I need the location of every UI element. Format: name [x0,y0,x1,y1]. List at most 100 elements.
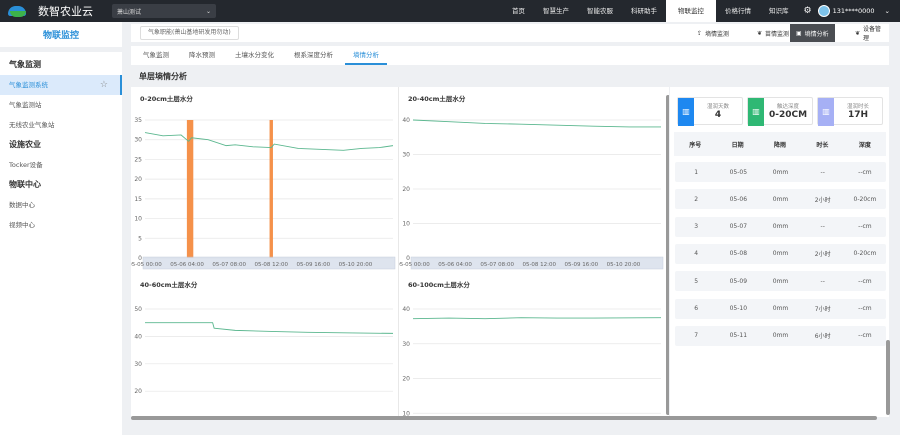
y-tick-label: 40 [134,333,142,340]
chart-title: 60-100cm土层水分 [408,281,470,289]
header-button-1[interactable]: ❦ 苗情监测 [751,24,795,42]
header-button-3[interactable]: ❦ 设备管理 [849,24,889,42]
y-tick-label: 40 [402,306,410,313]
table-cell: 0mm [772,168,789,176]
sidebar-group-heading: 设施农业 [9,140,41,149]
sidebar-group-heading: 物联中心 [9,180,41,189]
table-cell: --cm [858,168,872,176]
tab-1[interactable]: 降水预测 [189,51,215,59]
table-row[interactable]: 5 05-09 0mm -- --cm [675,271,886,292]
table-row[interactable]: 4 05-08 0mm 2小时 0-20cm [675,243,886,264]
star-icon[interactable]: ☆ [99,80,108,90]
sidebar-title: 物联监控 [42,31,79,41]
table-cell: 7 [694,332,699,340]
x-tick-label: 05-05 00:00 [399,262,430,268]
tab-4[interactable]: 墒情分析 [345,46,387,65]
tab-2[interactable]: 土壤水分变化 [235,51,274,59]
nav-item-3[interactable]: 科研助手 [631,7,658,15]
nav-item-1[interactable]: 智慧生产 [543,7,570,15]
x-tick-label: 05-10 20:00 [607,262,641,268]
site-select[interactable]: 萧山测试 ⌄ [112,4,216,18]
table-row[interactable]: 1 05-05 0mm -- --cm [675,162,886,182]
sidebar-item[interactable]: 气象监测系统 ☆ [0,75,122,95]
tab-0[interactable]: 气象监测 [143,51,169,59]
section-title: 单层墒情分析 [139,72,187,81]
y-tick-label: 25 [134,156,142,163]
y-tick-label: 20 [402,186,410,193]
table-cell: 6 [694,305,699,312]
y-tick-label: 0 [138,255,142,262]
sidebar-item[interactable]: 视频中心 [0,215,122,235]
chevron-down-icon: ⌄ [205,7,211,15]
table-cell: --cm [858,332,872,340]
table-cell: --cm [858,305,872,312]
summary-value: 4 [714,110,722,120]
leaf-icon: ❦ [855,29,861,37]
logo-icon [8,4,30,18]
gear-icon[interactable]: ⚙ [803,6,812,16]
rain-bar [269,120,273,258]
header-button-2[interactable]: ▣ 墒情分析 [790,24,835,42]
horizontal-scrollbar[interactable] [131,416,877,420]
y-tick-label: 15 [134,196,142,203]
sidebar-item-label: Tocker设备 [9,161,43,169]
table-row[interactable]: 6 05-10 0mm 7小时 --cm [675,298,886,319]
tab-3[interactable]: 根系深度分析 [294,51,333,59]
sidebar-item-label: 数据中心 [9,201,35,209]
sidebar-item[interactable]: 数据中心 [0,195,122,215]
column-header: 降雨 [774,141,787,149]
y-tick-label: 35 [134,117,142,124]
chart-1: 20-40cm土层水分 0 10 20 30 40 05-05 00:00 05-06 04:… [399,87,666,273]
table-cell: 7小时 [814,306,831,313]
header-button-0[interactable]: ⇪ 墒情监测 [691,24,735,42]
chevron-down-icon[interactable]: ⌄ [884,7,890,15]
station-select[interactable]: 气象职能(萧山基地研发用勿动) [140,26,239,40]
sidebar-item-label: 气象监测站 [9,101,42,109]
y-tick-label: 10 [402,410,410,417]
table-cell: -- [820,277,825,285]
zoom-slider [410,256,664,270]
divider [0,47,122,52]
upload-icon: ⇪ [697,29,703,37]
nav-item-4[interactable]: 物联监控 [666,0,717,22]
table-cell: 2小时 [814,196,831,204]
sidebar-item[interactable]: Tocker设备 [0,155,122,175]
nav-item-5[interactable]: 价格行情 [725,7,752,15]
table-row[interactable]: 3 05-07 0mm -- --cm [675,216,886,237]
summary-value: 17H [847,110,869,120]
table-row[interactable]: 2 05-06 0mm 2小时 0-20cm [675,189,886,210]
summary-scrollbar[interactable] [886,340,890,415]
table-cell: 5 [694,277,699,285]
header-button-label: 墒情监测 [705,30,730,38]
table-cell: 05-08 [729,250,748,258]
avatar[interactable] [817,5,830,17]
table-cell: 05-09 [729,277,748,285]
y-tick-label: 20 [134,176,142,183]
summary-panel: 序号 日期 降雨 时长 深度 ▥ 湿润天数 4 ▥ 触达深度 0-20CM ▥ 湿润时长 17H 1 05-… [670,87,889,417]
site-select-value: 萧山测试 [117,8,142,16]
table-row[interactable]: 7 05-11 0mm 6小时 --cm [675,325,886,346]
sidebar-item-label: 气象监测系统 [9,81,48,89]
user-menu[interactable]: 131****0000 [832,7,875,15]
table-cell: 0mm [772,332,789,340]
table-cell: -- [820,223,825,231]
charts-scrollbar[interactable] [666,95,669,415]
nav-item-6[interactable]: 知识库 [769,7,789,15]
leaf-icon: ❦ [757,29,763,37]
table-cell: 6小时 [814,333,831,341]
nav-item-2[interactable]: 智能农服 [587,7,614,15]
summary-card: ▥ 触达深度 0-20CM [747,97,813,126]
chart-plot: 0 5 10 15 20 25 30 35 05-05 00:00 05-06 04:00 05-0… [131,117,396,270]
nav-item-0[interactable]: 首页 [512,7,526,15]
x-tick-label: 05-07 08:00 [480,262,514,268]
y-tick-label: 10 [402,221,410,228]
table-cell: --cm [858,277,872,285]
sidebar-item-label: 视频中心 [9,221,35,229]
table-cell: 1 [694,168,699,176]
sidebar-item[interactable]: 无线农业气象站 [0,115,122,135]
sidebar-item[interactable]: 气象监测站 [0,95,122,115]
summary-label: 触达深度 [776,104,799,110]
x-tick-label: 05-10 20:00 [339,262,373,268]
sidebar: 物联监控 气象监测 气象监测系统 ☆ 气象监测站 无线农业气象站 设施农业 Tocker设备… [0,22,122,435]
table-cell: 4 [694,250,699,258]
